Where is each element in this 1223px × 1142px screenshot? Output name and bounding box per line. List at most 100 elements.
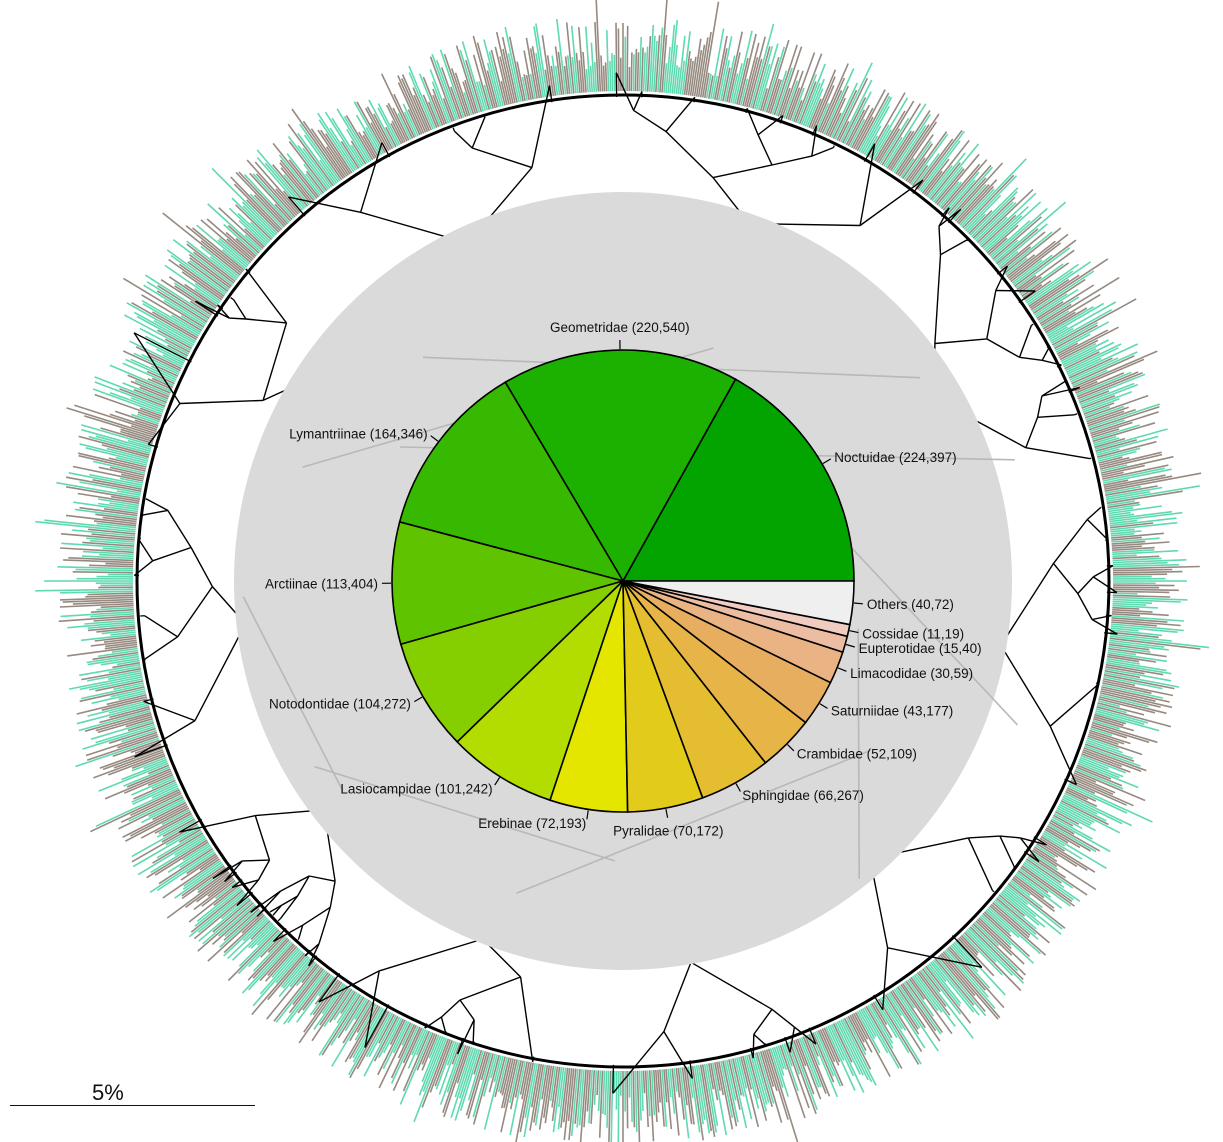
tip-label-bar (89, 678, 144, 691)
tip-label-bar (659, 1069, 665, 1127)
tip-label-bar (149, 849, 215, 893)
tip-label-bar (1110, 627, 1139, 632)
tip-label-bar (777, 46, 803, 117)
tip-label-bar (231, 197, 274, 239)
tip-label-bar (1035, 288, 1079, 318)
tip-label-bar (947, 164, 992, 215)
tree-branch (134, 744, 168, 758)
tip-label-bar (443, 53, 467, 118)
tip-label-bar (722, 67, 731, 102)
tip-label-bar (1111, 537, 1160, 543)
tip-label-bar (402, 103, 419, 137)
tip-label-bar (500, 80, 508, 106)
tip-label-bar (145, 341, 186, 363)
tip-label-bar (1112, 590, 1170, 594)
tip-label-bar (94, 635, 137, 642)
tip-label-bar (993, 239, 1019, 262)
tip-label-bar (750, 23, 775, 109)
tip-label-bar (182, 842, 210, 861)
tip-label-bar (1039, 837, 1096, 873)
tip-label-bar (948, 166, 994, 217)
tip-label-bar (661, 1069, 668, 1127)
tip-label-bar (75, 737, 160, 768)
tip-label-bar (238, 171, 289, 225)
tip-label-bar (65, 486, 141, 501)
tree-branch (424, 1016, 442, 1029)
tip-label-bar (800, 1037, 822, 1088)
tip-label-bar (35, 520, 136, 533)
tip-label-bar (965, 930, 997, 963)
tip-label-bar (90, 639, 137, 647)
tip-label-bar (440, 67, 461, 120)
tip-label-bar (89, 564, 134, 568)
tree-branch (281, 895, 298, 907)
tree-branch (934, 254, 942, 344)
tree-branch (859, 179, 924, 227)
tip-label-bar (495, 31, 514, 104)
tip-label-bar (574, 1069, 581, 1124)
tree-branch (302, 906, 331, 926)
tree-branch (832, 145, 835, 148)
tip-label-bar (144, 274, 211, 318)
tip-label-bar (390, 1024, 417, 1079)
tip-label-bar (76, 696, 148, 715)
tip-label-bar (1045, 827, 1081, 849)
tip-label-bar (939, 954, 976, 997)
tip-label-bar (957, 185, 995, 225)
tree-branch (308, 955, 318, 967)
tip-label-bar (1089, 729, 1131, 745)
tip-label-bar (171, 314, 202, 334)
connector-line (849, 546, 1019, 726)
tip-label-bar (349, 1001, 374, 1042)
tip-label-bar (763, 46, 786, 113)
tip-label-bar (1000, 892, 1040, 926)
tip-label-bar (1070, 351, 1138, 383)
tip-label-bar (350, 140, 367, 165)
tip-label-bar (362, 130, 379, 158)
tip-label-bar (150, 837, 207, 874)
scale-bar-label: 5% (92, 1080, 124, 1105)
tip-label-bar (120, 430, 154, 443)
tip-label-bar (989, 220, 1031, 257)
tip-label-bar (246, 159, 298, 217)
tip-label-bar (355, 114, 381, 156)
tip-label-bar (325, 146, 348, 177)
tip-label-bar (1100, 455, 1174, 474)
tip-label-bar (1041, 310, 1070, 328)
tree-branch (1025, 417, 1039, 448)
tip-label-bar (79, 481, 142, 494)
tip-label-bar (947, 947, 986, 991)
tip-label-bar (174, 863, 224, 899)
tip-label-bar (567, 1068, 575, 1122)
tip-label-bar (473, 1049, 483, 1075)
tree-branch (811, 125, 818, 136)
tip-label-bar (1104, 485, 1142, 494)
tip-label-bar (158, 848, 214, 885)
tip-label-bar (1109, 511, 1183, 523)
tip-label-bar (1091, 721, 1158, 744)
tip-label-bar (109, 391, 164, 413)
tip-label-bar (712, 75, 718, 100)
tip-label-bar (669, 20, 678, 94)
tip-label-bar (1065, 343, 1122, 372)
tip-label-bar (115, 456, 148, 466)
tip-label-bar (1094, 437, 1126, 449)
tip-label-bar (314, 976, 336, 1005)
tip-label-bar (151, 785, 179, 799)
tip-label-bar (249, 193, 284, 229)
tip-label-bar (75, 568, 134, 572)
tree-branch (233, 299, 247, 320)
tree-branch (934, 338, 987, 345)
tip-label-bar (530, 1063, 541, 1108)
tree-branch (143, 700, 196, 722)
tip-label-bar (287, 123, 334, 187)
tree-branch (456, 1037, 464, 1055)
tip-label-bar (915, 973, 956, 1027)
tip-label-bar (442, 98, 453, 122)
tip-label-bar (465, 59, 483, 113)
tip-label-bar (264, 945, 298, 982)
tip-label-bar (57, 566, 134, 570)
tip-label-bar (757, 43, 779, 111)
tip-label-bar (734, 1057, 745, 1097)
tip-label-bar (91, 690, 146, 705)
